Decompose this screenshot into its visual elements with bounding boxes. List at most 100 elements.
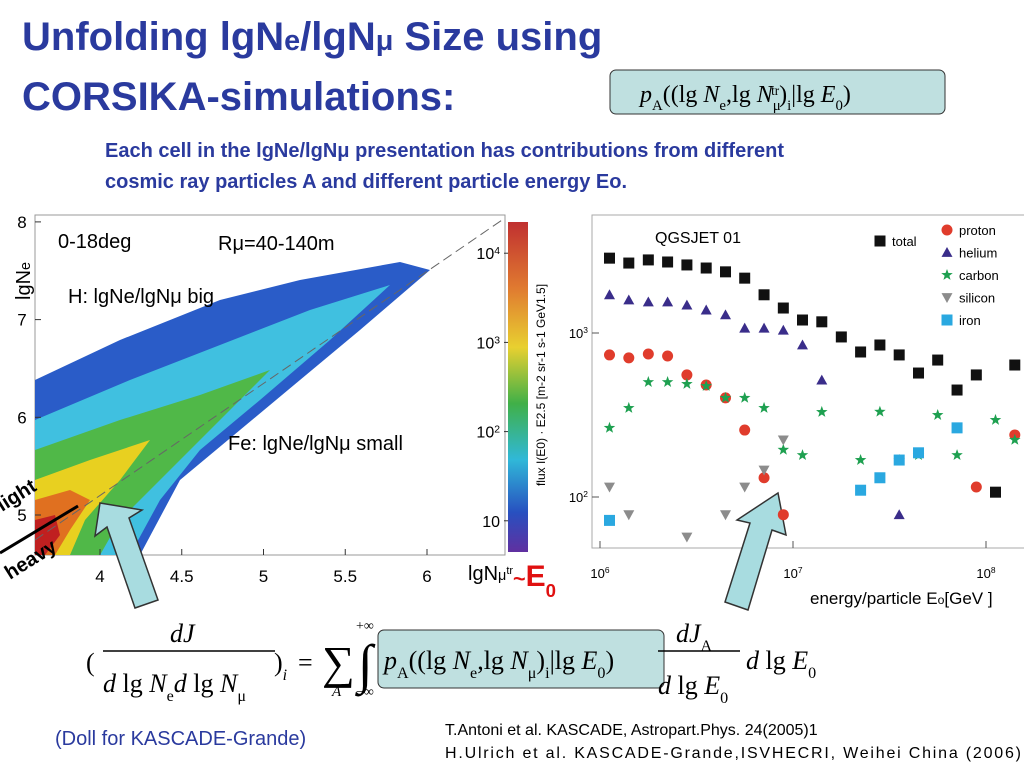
formula-numerator: dJA: [676, 619, 713, 655]
formula-denominator-part: d: [174, 669, 188, 698]
e0-label: ~E0: [513, 560, 556, 601]
marker: [681, 259, 693, 271]
formula-kernel-part: A: [397, 665, 409, 682]
formula-denominator-part: N: [148, 669, 168, 698]
tick-base: 10: [976, 566, 990, 581]
reference: H.Ulrich et al. KASCADE-Grande,ISVHECRI,…: [445, 745, 1021, 762]
legend-marker: [941, 293, 953, 303]
title: Unfolding lgNe/lgNμ Size using: [22, 15, 602, 59]
reference: T.Antoni et al. KASCADE, Astropart.Phys.…: [445, 722, 818, 739]
marker: [931, 409, 944, 420]
formula-tail-part: 0: [808, 665, 816, 682]
marker: [874, 405, 886, 417]
marker: [913, 367, 925, 379]
marker: [855, 346, 867, 358]
tick-base: 10: [590, 566, 604, 581]
formula-part: N: [702, 82, 721, 108]
tick-base: 10: [569, 326, 583, 341]
x-tick-label: 5.5: [333, 567, 357, 586]
title: CORSIKA-simulations:: [22, 75, 455, 119]
marker: [603, 514, 615, 526]
marker: [720, 266, 732, 278]
legend-label: iron: [959, 313, 981, 328]
formula-denominator-part: μ: [237, 688, 246, 705]
formula-numerator-part: dJ: [170, 619, 196, 648]
title-part: /lgN: [300, 15, 376, 59]
formula-kernel-part: E: [581, 646, 598, 675]
marker: [893, 509, 905, 520]
legend-label: total: [892, 234, 917, 249]
marker: [758, 289, 770, 301]
marker: [796, 314, 808, 326]
x-tick-label: 4: [95, 567, 104, 586]
formula-part: 0: [835, 98, 842, 114]
marker: [739, 482, 751, 493]
formula-part: i: [787, 98, 791, 114]
formula-symbol: =: [298, 648, 313, 677]
legend-marker: [941, 247, 953, 257]
y-tick-label: 8: [17, 213, 26, 232]
marker: [854, 453, 867, 465]
legend-label: carbon: [959, 268, 999, 283]
formula-denominator: d lg E0: [658, 671, 728, 707]
marker: [758, 322, 770, 333]
marker: [739, 322, 751, 333]
tick-label: 103: [476, 335, 500, 353]
legend-marker: [874, 235, 886, 247]
y-label-part: e: [18, 262, 34, 270]
marker: [720, 510, 732, 521]
marker: [739, 424, 751, 436]
y-tick-label: 5: [17, 506, 26, 525]
formula-symbol: ∑: [322, 637, 355, 688]
formula-part: N: [756, 82, 775, 108]
title-part: Unfolding lgN: [22, 15, 284, 59]
marker: [913, 447, 925, 459]
tick-label: 107: [783, 565, 802, 581]
marker: [816, 405, 828, 417]
formula-part: ): [274, 648, 283, 677]
formula-kernel-part: |lg: [550, 646, 582, 675]
marker: [681, 377, 693, 389]
legend-label: silicon: [959, 291, 995, 306]
formula-denominator-part: d: [103, 669, 117, 698]
title-part: Size using: [393, 15, 602, 59]
title-part: μ: [376, 25, 394, 57]
formula-symbol: ∫: [355, 634, 376, 697]
formula-kernel-part: μ: [528, 665, 537, 682]
marker: [642, 254, 654, 266]
formula-symbol: (: [86, 648, 95, 677]
formula-kernel-part: ): [605, 646, 614, 675]
marker: [855, 484, 867, 496]
annotation: 0-18deg: [58, 231, 131, 253]
heavy-label: heavy: [1, 535, 61, 584]
tick-exp: 3: [494, 335, 500, 346]
y-tick-label: 7: [17, 311, 26, 330]
marker: [719, 391, 732, 403]
formula-symbol: −∞: [356, 685, 374, 700]
legend-marker: [941, 268, 953, 280]
marker: [623, 352, 635, 364]
marker: [893, 454, 905, 466]
formula-numerator: dJ: [170, 619, 196, 648]
marker: [662, 256, 674, 268]
marker: [623, 401, 635, 413]
x-label-part: tr: [506, 565, 513, 577]
tick-exp: 4: [494, 246, 500, 257]
credit: (Doll for KASCADE-Grande): [55, 728, 306, 750]
marker: [989, 413, 1002, 425]
tick-label: 104: [476, 246, 500, 264]
formula-part: ): [843, 82, 851, 108]
description: Each cell in the lgNe/lgNμ presentation …: [105, 140, 784, 162]
tick-label: 102: [569, 489, 588, 505]
annotation: Fe: lgNe/lgNμ small: [228, 433, 403, 455]
formula-tail: d lg E0: [746, 646, 816, 682]
formula-numerator-part: dJ: [676, 619, 702, 648]
marker: [777, 324, 789, 335]
marker: [603, 421, 616, 433]
tick-base: 10: [783, 566, 797, 581]
x-label-part: o: [938, 593, 945, 607]
tick-exp: 2: [494, 424, 500, 435]
x-tick-label: 5: [259, 567, 268, 586]
marker: [816, 374, 828, 385]
